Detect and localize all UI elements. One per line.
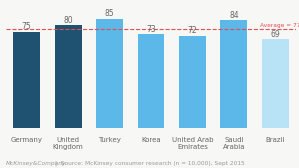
Bar (13, 32, 40, 128)
Bar (262, 39, 289, 128)
Bar (55, 25, 82, 128)
Text: 75: 75 (22, 22, 32, 31)
Text: 72: 72 (187, 26, 197, 35)
Text: 84: 84 (229, 11, 239, 20)
Bar (220, 20, 247, 128)
Bar (138, 34, 164, 128)
Text: Average = 77: Average = 77 (260, 23, 299, 28)
Text: 69: 69 (270, 30, 280, 39)
Text: McKinsey&Company: McKinsey&Company (6, 161, 66, 166)
Text: 73: 73 (146, 25, 156, 34)
Text: |  Source: McKinsey consumer research (n = 10,000), Sept 2015: | Source: McKinsey consumer research (n … (55, 161, 245, 166)
Bar (96, 19, 123, 128)
Text: 85: 85 (105, 9, 115, 18)
Bar (179, 36, 206, 128)
Text: 80: 80 (63, 16, 73, 25)
